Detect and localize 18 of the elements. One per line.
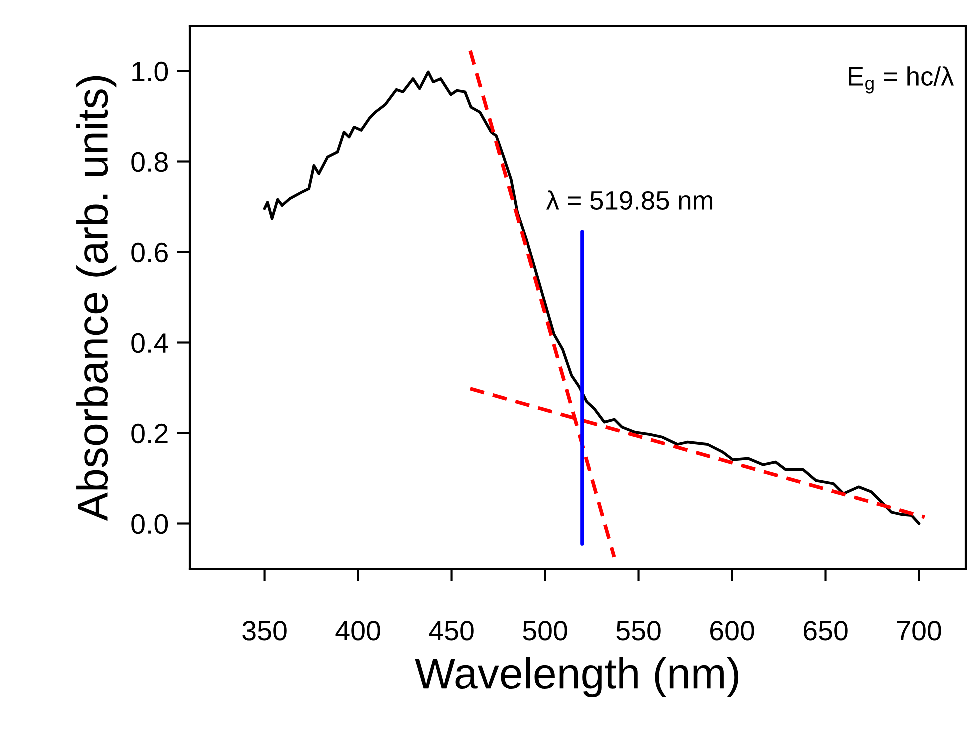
x-tick-label: 500 [523,621,568,641]
y-tick-label: 0.8 [132,152,168,172]
y-tick-label: 0.6 [132,242,168,263]
x-tick-label: 450 [429,621,474,641]
annotation: E$_{g}$ = hc/λ [849,66,954,94]
x-tick-label: 350 [242,621,287,641]
y-tick-label: 1.0 [132,62,168,82]
x-tick-label: 700 [898,621,942,641]
annotation: λ = 519.85 nm [546,190,713,210]
y-tick-label: 0.4 [132,333,168,354]
x-tick-label: 400 [336,621,380,641]
x-tick-label: 600 [710,621,754,641]
x-axis-title: Wavelength (nm) [415,657,738,698]
y-axis-title: Absorbance (arb. units) [76,76,117,522]
x-tick-label: 550 [616,621,661,641]
y-tick-label: 0.2 [132,424,168,444]
x-tick-label: 650 [804,621,848,641]
y-tick-label: 0.0 [132,514,168,534]
